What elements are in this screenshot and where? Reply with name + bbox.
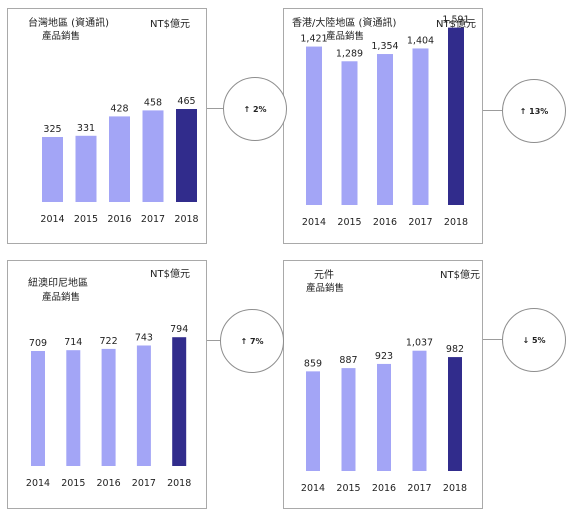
change-bubble-taiwan: ↑ 2% [223, 77, 287, 141]
value-label-2015: 331 [77, 123, 95, 134]
x-tick-label-2017: 2017 [141, 214, 165, 225]
value-label-2015: 1,289 [336, 48, 363, 59]
value-label-2017: 1,037 [406, 338, 433, 349]
x-tick-label-2014: 2014 [302, 217, 326, 228]
panel-title: 香港/大陸地區 (資通訊) [292, 18, 397, 29]
chart-panel-hk-china: 香港/大陸地區 (資通訊) 產品銷售 NT$億元 1,421 2014 1,289 2… [283, 8, 483, 244]
value-label-2016: 428 [110, 103, 128, 114]
x-tick-label-2016: 2016 [107, 214, 131, 225]
value-label-2014: 709 [29, 338, 47, 349]
bar-chart-hk-china: 1,421 2014 1,289 2015 1,354 2016 1,404 2017 1,59… [300, 15, 469, 228]
bar-2018 [448, 27, 464, 205]
unit-label: NT$億元 [150, 269, 190, 280]
value-label-2016: 722 [100, 336, 118, 347]
bar-2017 [136, 345, 151, 466]
x-tick-label-2015: 2015 [61, 478, 85, 489]
bar-2017 [142, 110, 164, 202]
panel-title: 元件 [314, 270, 334, 281]
x-tick-label-2015: 2015 [74, 214, 98, 225]
unit-label: NT$億元 [150, 19, 190, 30]
bar-2016 [101, 348, 116, 466]
x-tick-label-2018: 2018 [444, 217, 468, 228]
bar-2014 [42, 137, 63, 202]
change-bubble-components: ↓ 5% [502, 308, 566, 372]
value-label-2018: 982 [446, 344, 464, 355]
value-label-2018: 1,591 [442, 15, 469, 26]
bar-2018 [176, 109, 197, 202]
bar-2015 [66, 350, 81, 466]
change-bubble-hk-china: ↑ 13% [502, 79, 566, 143]
x-tick-label-2016: 2016 [373, 217, 397, 228]
value-label-2016: 923 [375, 351, 393, 362]
bar-2018 [448, 357, 462, 471]
bar-chart-components: 859 2014 887 2015 923 2016 1,037 2017 982 2018 [301, 338, 467, 494]
x-tick-label-2017: 2017 [132, 478, 156, 489]
bar-2018 [172, 337, 187, 466]
x-tick-label-2016: 2016 [372, 483, 396, 494]
bar-2014 [31, 351, 45, 466]
panel-subtitle: 產品銷售 [306, 283, 345, 294]
change-bubble-anz-indonesia: ↑ 7% [220, 309, 284, 373]
bar-2015 [75, 135, 97, 202]
bar-chart-anz-indonesia: 709 2014 714 2015 722 2016 743 2017 794 2018 [26, 324, 191, 489]
value-label-2017: 743 [135, 332, 153, 343]
x-tick-label-2018: 2018 [174, 214, 198, 225]
panel-subtitle: 產品銷售 [42, 292, 81, 303]
chart-panel-components: 元件 產品銷售 NT$億元 859 2014 887 2015 923 2016 1,037… [283, 260, 483, 509]
chart-panel-taiwan: 台灣地區 (資通訊) 產品銷售 NT$億元 325 2014 331 2015 428 2… [7, 8, 207, 244]
value-label-2016: 1,354 [371, 41, 398, 52]
x-tick-label-2018: 2018 [443, 483, 467, 494]
unit-label: NT$億元 [436, 19, 476, 30]
panel-subtitle: 產品銷售 [326, 31, 365, 42]
connector-line [483, 110, 505, 111]
x-tick-label-2017: 2017 [408, 217, 432, 228]
value-label-2014: 1,421 [300, 34, 327, 45]
bar-2017 [412, 350, 427, 471]
panel-title: 紐澳印尼地區 [28, 278, 88, 289]
value-label-2014: 325 [43, 124, 61, 135]
bar-2015 [341, 368, 356, 471]
panel-subtitle: 產品銷售 [42, 31, 81, 42]
chart-panel-anz-indonesia: 紐澳印尼地區 產品銷售 NT$億元 709 2014 714 2015 722 2016 7… [7, 260, 207, 509]
value-label-2017: 1,404 [407, 35, 434, 46]
value-label-2018: 794 [170, 324, 188, 335]
x-tick-label-2016: 2016 [97, 478, 121, 489]
x-tick-label-2014: 2014 [301, 483, 325, 494]
unit-label: NT$億元 [440, 270, 480, 281]
bar-2017 [412, 48, 429, 206]
value-label-2017: 458 [144, 97, 162, 108]
bar-2016 [377, 363, 391, 471]
value-label-2015: 887 [339, 355, 357, 366]
connector-line [207, 108, 227, 109]
value-label-2018: 465 [177, 96, 195, 107]
x-tick-label-2017: 2017 [407, 483, 431, 494]
connector-line [207, 340, 225, 341]
panel-title: 台灣地區 (資通訊) [28, 18, 109, 29]
x-tick-label-2014: 2014 [26, 478, 50, 489]
x-tick-label-2015: 2015 [337, 217, 361, 228]
bar-2015 [341, 61, 358, 205]
x-tick-label-2015: 2015 [336, 483, 360, 494]
connector-line [483, 339, 505, 340]
value-label-2015: 714 [64, 337, 82, 348]
bar-2016 [377, 54, 393, 206]
bar-2014 [306, 46, 322, 205]
bar-chart-taiwan: 325 2014 331 2015 428 2016 458 2017 465 2018 [40, 96, 198, 225]
bar-2016 [109, 116, 130, 202]
bar-2014 [306, 371, 320, 471]
x-tick-label-2014: 2014 [40, 214, 64, 225]
x-tick-label-2018: 2018 [167, 478, 191, 489]
value-label-2014: 859 [304, 358, 322, 369]
